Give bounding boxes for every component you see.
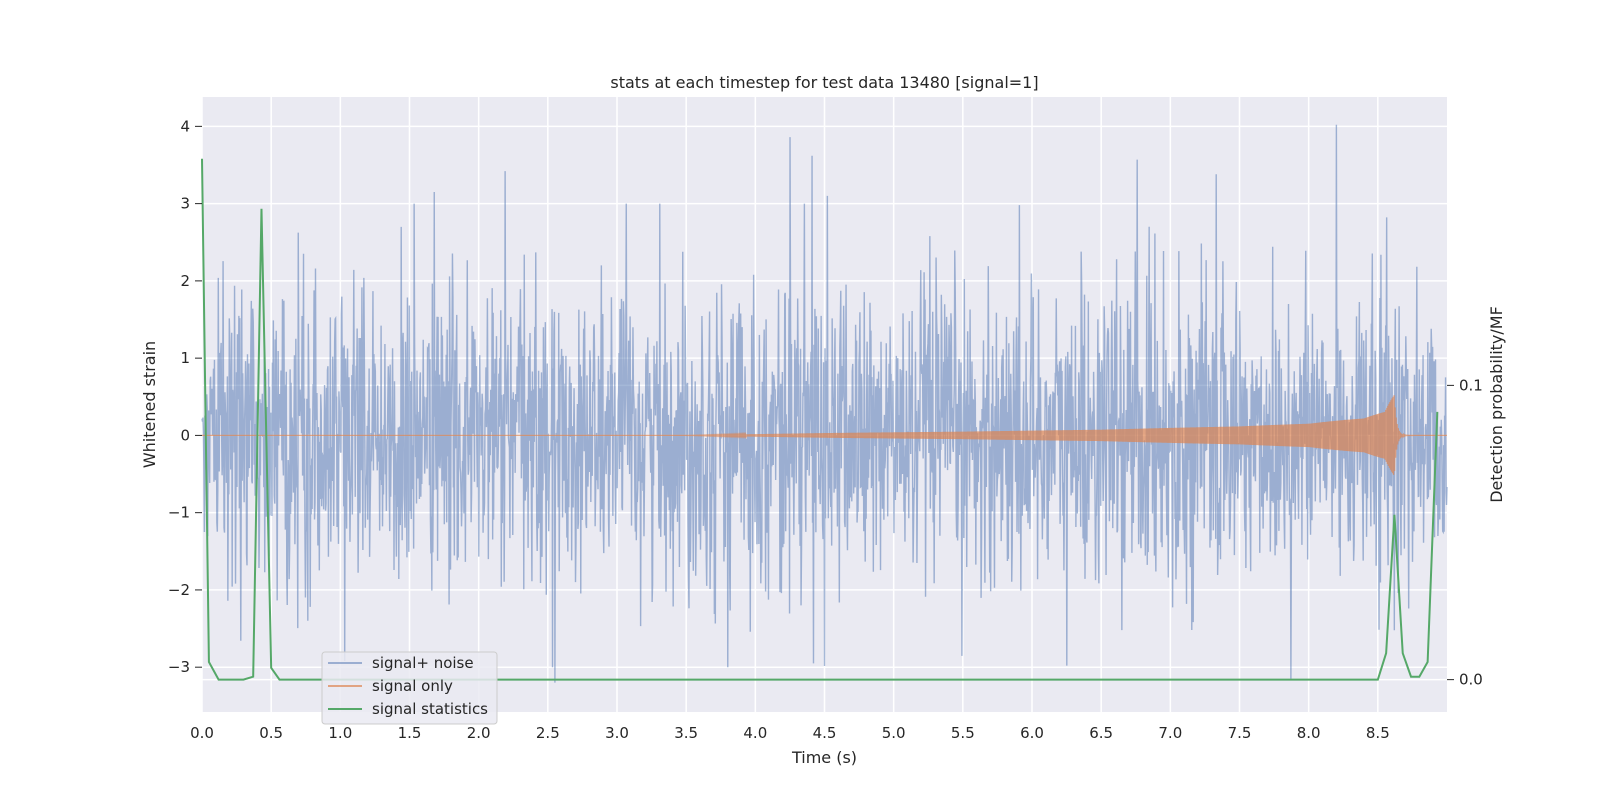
legend-label-signal-only: signal only	[372, 677, 453, 695]
legend-label-signal-noise: signal+ noise	[372, 654, 474, 672]
x-tick-label: 0.5	[259, 724, 283, 742]
y-tick-label: 2	[180, 272, 190, 290]
series-signal-only	[202, 395, 1447, 475]
y-axis-label: Whitened strain	[140, 341, 159, 468]
x-tick-label: 2.0	[467, 724, 491, 742]
x-tick-label: 7.5	[1228, 724, 1252, 742]
chart-title: stats at each timestep for test data 134…	[610, 73, 1038, 92]
x-tick-label: 8.0	[1297, 724, 1321, 742]
x-tick-label: 7.0	[1158, 724, 1182, 742]
x-tick-label: 4.0	[743, 724, 767, 742]
y-tick-label: −1	[168, 504, 190, 522]
series-signal-statistics	[201, 158, 1439, 681]
x-tick-label: 3.5	[674, 724, 698, 742]
x-tick-label: 4.5	[813, 724, 837, 742]
x-tick-label: 5.5	[951, 724, 975, 742]
y-tick-label: 3	[180, 195, 190, 213]
axis-ticks: 0.0 0.5 1.0 1.5 2.0 2.5 3.0 3.5 4.0 4.5 5.0 5.5 6.0 6…	[168, 117, 1483, 742]
x-axis-label: Time (s)	[791, 748, 857, 767]
x-tick-label: 8.5	[1366, 724, 1390, 742]
y-tick-label: −3	[168, 658, 190, 676]
y-tick-label: 0	[180, 426, 190, 444]
x-tick-label: 1.5	[398, 724, 422, 742]
x-tick-label: 6.5	[1089, 724, 1113, 742]
series-signal-noise	[201, 124, 1448, 683]
x-tick-label: 3.0	[605, 724, 629, 742]
y-tick-label: 1	[180, 349, 190, 367]
x-tick-label: 5.0	[882, 724, 906, 742]
y-tick-label: −2	[168, 581, 190, 599]
y2-tick-label: 0.1	[1459, 376, 1483, 394]
x-tick-label: 0.0	[190, 724, 214, 742]
x-tick-label: 6.0	[1020, 724, 1044, 742]
x-tick-label: 2.5	[536, 724, 560, 742]
y-tick-label: 4	[180, 117, 190, 135]
y2-tick-label: 0.0	[1459, 671, 1483, 689]
legend: signal+ noise signal only signal statist…	[321, 651, 498, 725]
x-tick-label: 1.0	[328, 724, 352, 742]
plot-lines	[201, 124, 1448, 683]
legend-box	[321, 651, 498, 725]
y2-axis-label: Detection probability/MF	[1487, 306, 1506, 503]
legend-label-signal-statistics: signal statistics	[372, 700, 488, 718]
